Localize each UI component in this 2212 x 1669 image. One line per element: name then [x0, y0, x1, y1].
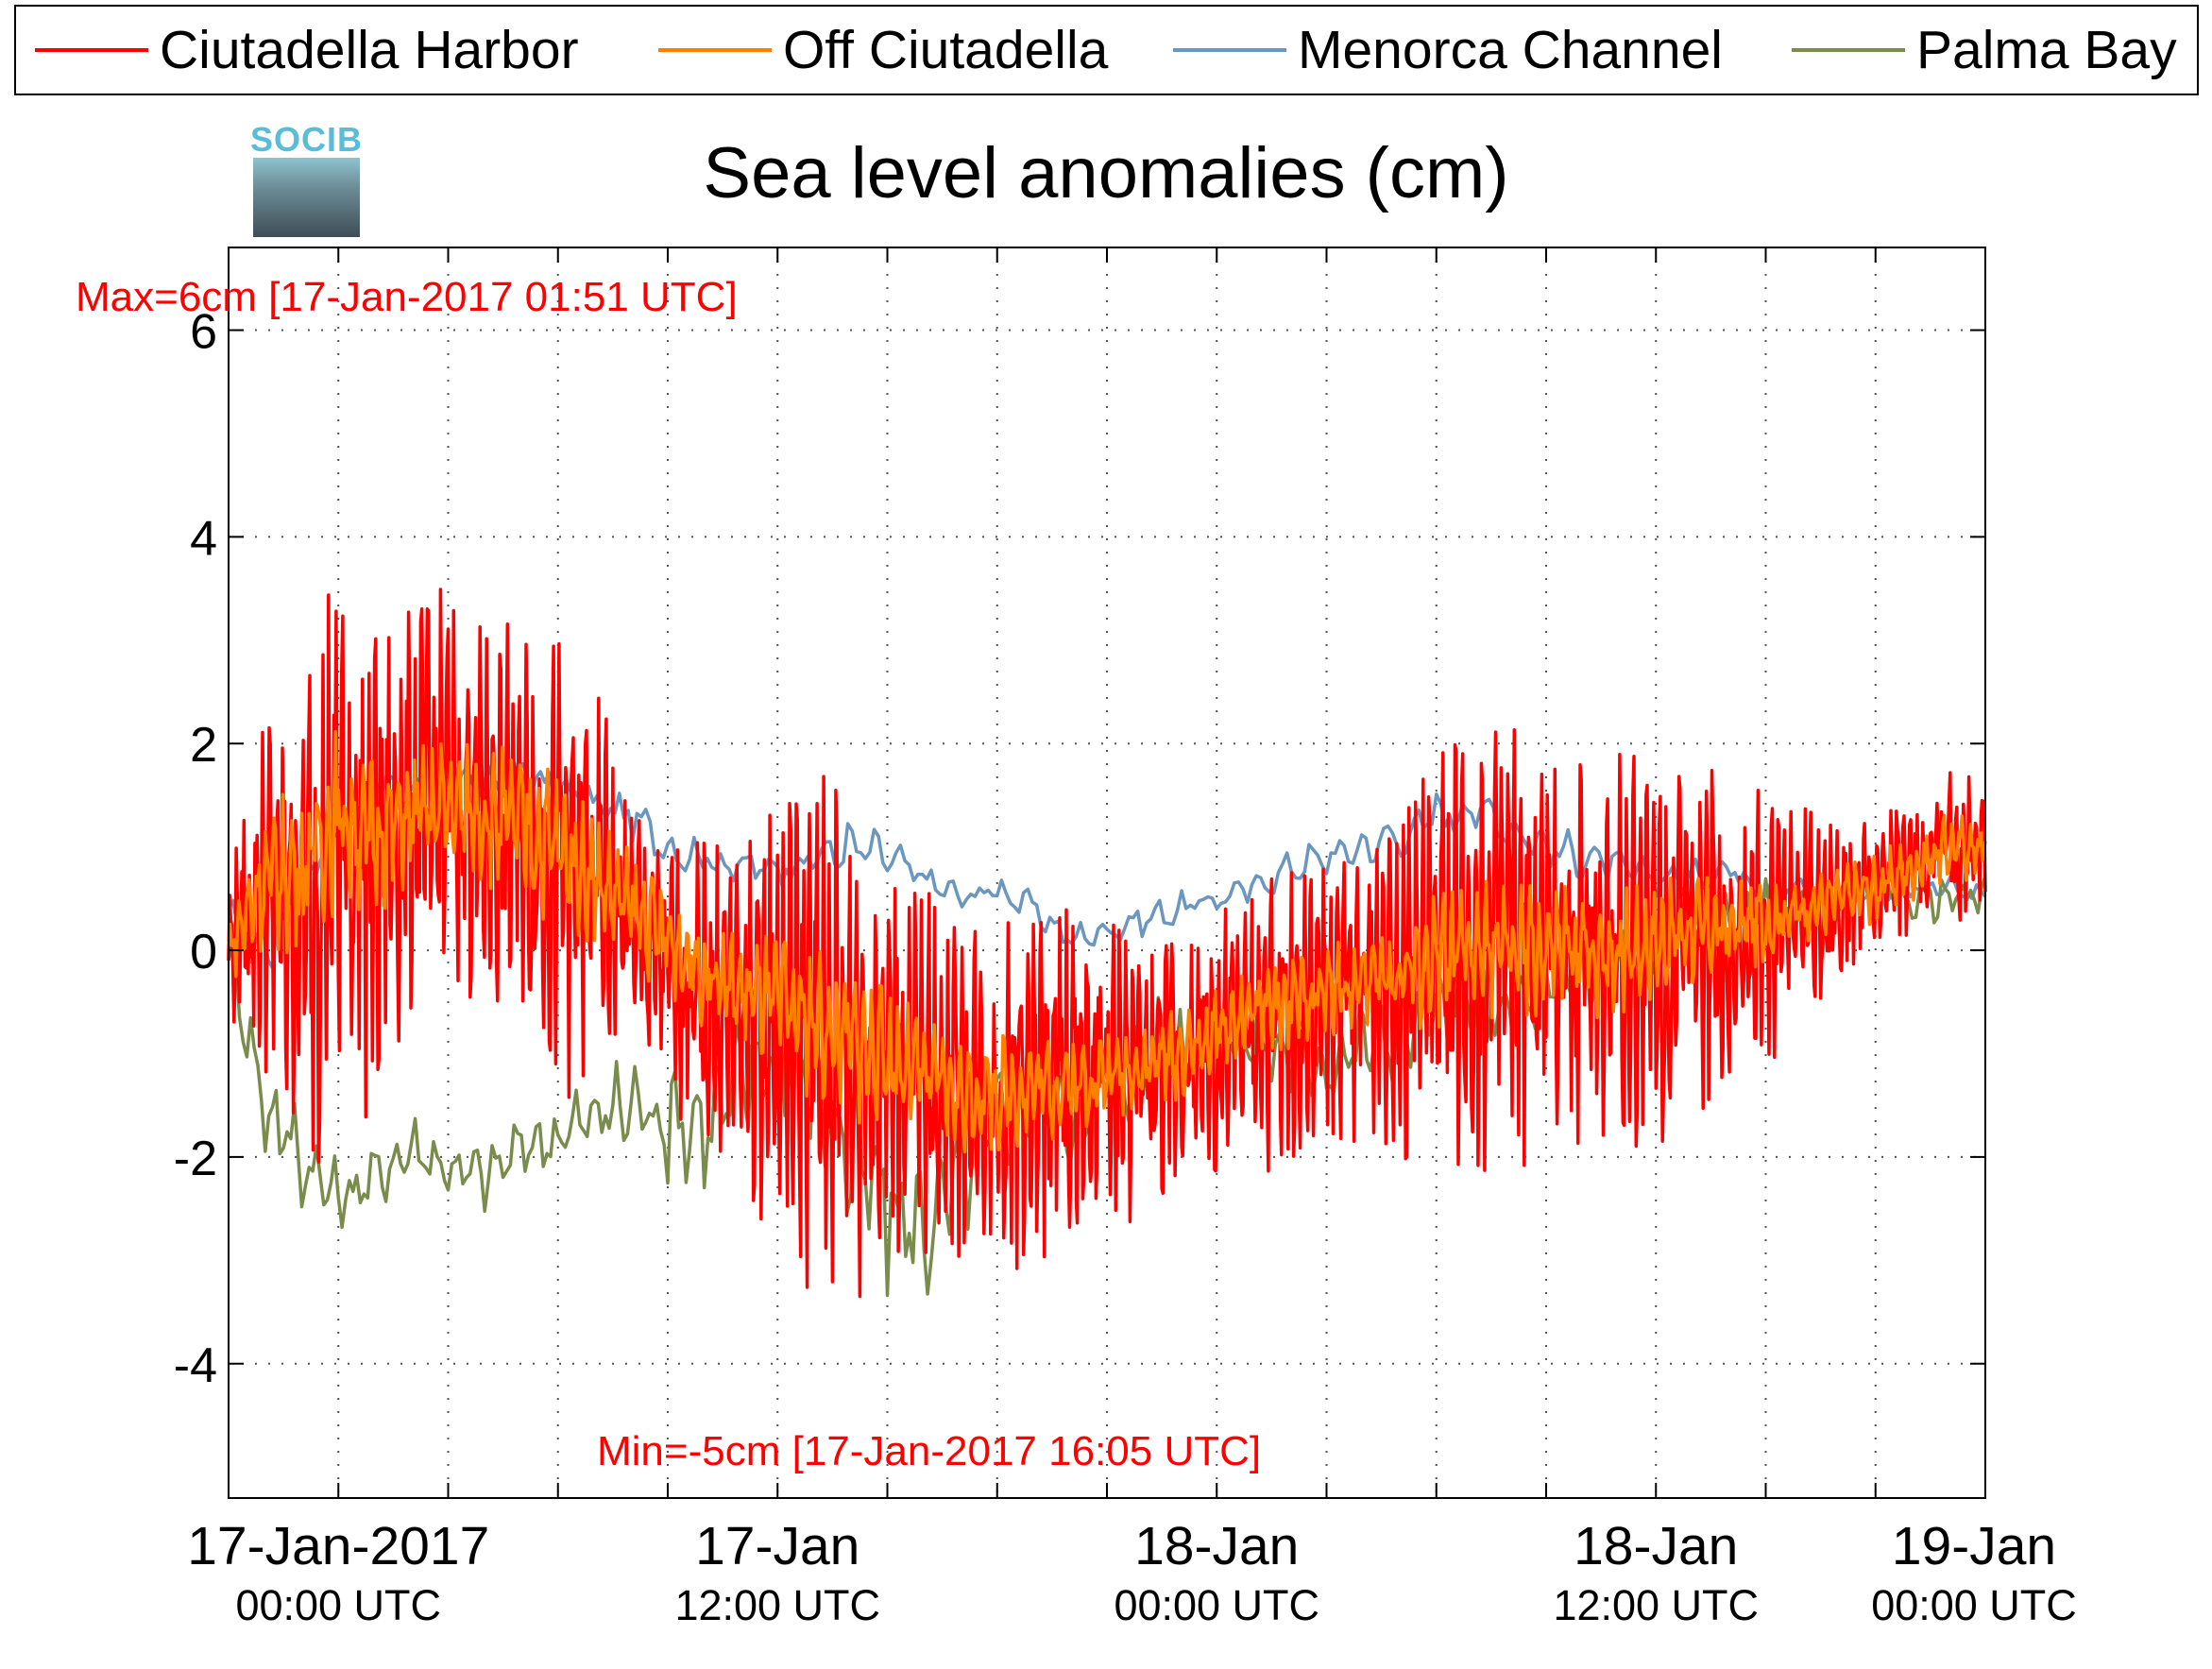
y-tick-label: -4 [174, 1338, 217, 1393]
legend: Ciutadella Harbor Off Ciutadella Menorca… [14, 5, 2199, 95]
series-off-ciutadella [227, 729, 1987, 1154]
y-tick-label: 6 [190, 305, 217, 360]
logo-text: SOCIB [249, 120, 363, 159]
legend-label: Off Ciutadella [783, 20, 1109, 80]
legend-item-ciutadella-harbor: Ciutadella Harbor [35, 20, 579, 80]
legend-item-palma-bay: Palma Bay [1792, 20, 2177, 80]
legend-label: Palma Bay [1916, 20, 2177, 80]
min-annotation: Min=-5cm [17-Jan-2017 16:05 UTC] [597, 1428, 1262, 1474]
x-tick-label: 17-Jan [695, 1516, 859, 1576]
max-annotation: Max=6cm [17-Jan-2017 01:51 UTC] [76, 274, 738, 320]
legend-swatch [658, 48, 772, 52]
legend-label: Ciutadella Harbor [160, 20, 579, 80]
x-tick-label: 18-Jan [1134, 1516, 1299, 1576]
series-ciutadella-harbor [227, 588, 1987, 1299]
x-tick-sublabel: 00:00 UTC [1114, 1581, 1319, 1629]
x-tick-label: 17-Jan-2017 [187, 1516, 489, 1576]
legend-swatch [35, 48, 148, 52]
logo-graphic [253, 158, 360, 237]
legend-swatch [1173, 48, 1286, 52]
x-tick-sublabel: 12:00 UTC [674, 1581, 880, 1629]
x-tick-sublabel: 00:00 UTC [235, 1581, 441, 1629]
legend-item-menorca-channel: Menorca Channel [1173, 20, 1723, 80]
socib-logo: SOCIB [249, 120, 364, 237]
y-tick-label: 2 [190, 718, 217, 773]
legend-label: Menorca Channel [1298, 20, 1723, 80]
y-tick-label: -2 [174, 1132, 217, 1186]
chart-title: Sea level anomalies (cm) [703, 133, 1509, 213]
x-tick-label: 19-Jan [1892, 1516, 2056, 1576]
legend-item-off-ciutadella: Off Ciutadella [658, 20, 1108, 80]
legend-swatch [1792, 48, 1905, 52]
y-tick-label: 0 [190, 925, 217, 979]
x-tick-label: 18-Jan [1574, 1516, 1738, 1576]
x-tick-sublabel: 12:00 UTC [1553, 1581, 1759, 1629]
y-tick-label: 4 [190, 511, 217, 566]
x-tick-sublabel: 00:00 UTC [1871, 1581, 2077, 1629]
